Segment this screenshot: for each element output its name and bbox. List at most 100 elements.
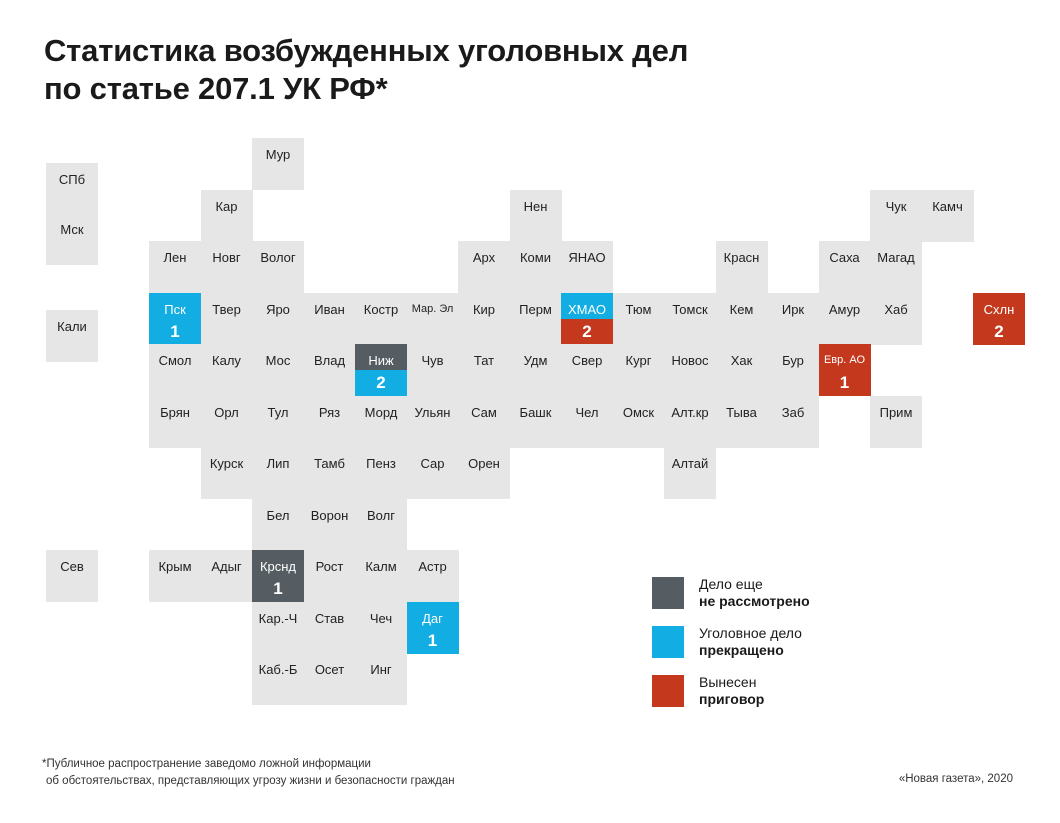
region-label: Калу xyxy=(212,353,241,368)
case-count: 1 xyxy=(170,321,180,341)
region-tile: Тат xyxy=(458,344,510,396)
region-label: Чув xyxy=(421,353,444,368)
legend-swatch xyxy=(652,675,684,707)
region-tile: Мар. Эл xyxy=(406,292,459,345)
region-label: Морд xyxy=(364,404,398,420)
region-label: Амур xyxy=(828,301,861,317)
region-tile: Чел xyxy=(561,395,613,448)
region-tile: Лип xyxy=(252,447,304,499)
case-count: 1 xyxy=(427,630,438,650)
region-label: Красн xyxy=(723,250,760,265)
region-label: Крым xyxy=(158,559,192,574)
region-tile: Кир xyxy=(458,292,510,345)
region-tile: Даг 1 xyxy=(406,601,459,654)
region-tile: Алтай xyxy=(664,447,716,499)
region-label: Магад xyxy=(877,250,915,265)
region-tile: Курск xyxy=(200,447,253,499)
region-label: Влад xyxy=(313,353,346,368)
legend-swatch xyxy=(652,577,684,609)
region-tile: Брян xyxy=(149,395,201,448)
region-tile: Пенз xyxy=(355,447,407,499)
region-tile: Кали xyxy=(46,310,98,362)
region-tile: Каб.-Б xyxy=(252,653,304,705)
region-label: Став xyxy=(314,610,345,626)
region-tile: СПб xyxy=(46,163,98,213)
legend-text: Вынесен приговор xyxy=(699,674,764,708)
region-label: Пенз xyxy=(366,456,396,471)
region-label: Инг xyxy=(370,662,392,677)
region-label: Смол xyxy=(158,353,192,368)
region-tile: Калу xyxy=(200,344,253,396)
legend-line-1: Вынесен xyxy=(699,674,757,690)
region-tile: Новос xyxy=(664,344,716,396)
region-label: ЯНАО xyxy=(568,250,606,265)
region-label: Тат xyxy=(473,353,495,368)
region-label: Сев xyxy=(60,559,84,574)
region-tile: Мур xyxy=(252,138,304,190)
region-label: Крснд xyxy=(259,559,297,574)
region-tile: Саха xyxy=(818,241,871,293)
region-tile: Чеч xyxy=(355,601,407,654)
region-label: Ниж xyxy=(368,353,394,368)
chart-title: Статистика возбужденных уголовных дел по… xyxy=(44,32,844,108)
region-tile: Тамб xyxy=(303,447,356,499)
region-tile: Астр xyxy=(406,550,459,602)
region-label: Перм xyxy=(519,301,552,317)
region-tile: Хак xyxy=(715,344,768,396)
region-tile: Ульян xyxy=(406,395,459,448)
region-label: Кург xyxy=(625,353,652,368)
region-tile: Волг xyxy=(355,498,407,551)
region-tile: Мос xyxy=(252,344,304,396)
region-label: Лен xyxy=(163,250,187,265)
footnote: *Публичное распространение заведомо ложн… xyxy=(42,756,455,790)
region-label: Башк xyxy=(519,404,552,420)
region-tile: Кар.-Ч xyxy=(252,601,304,654)
region-tile: Нен xyxy=(509,189,562,242)
region-tile: Удм xyxy=(509,344,562,396)
region-tile: Магад xyxy=(870,241,922,293)
footnote-line-2: об обстоятельствах, представляющих угроз… xyxy=(46,775,455,787)
legend-item-pending: Дело еще не рассмотрено xyxy=(652,576,892,609)
region-tile: Ряз xyxy=(303,395,356,448)
region-label: Алтай xyxy=(671,456,709,471)
region-label: Омск xyxy=(622,404,655,420)
region-tile: Яро xyxy=(252,292,304,345)
region-label: Прим xyxy=(879,404,913,420)
region-tile: Сар xyxy=(406,447,459,499)
region-tile: Орл xyxy=(200,395,253,448)
legend-item-verdict: Вынесен приговор xyxy=(652,674,892,708)
region-tile: ЯНАО xyxy=(561,241,613,293)
region-tile: Схлн 2 xyxy=(973,292,1025,345)
region-label: Кем xyxy=(729,301,754,317)
region-label: Орен xyxy=(468,456,500,471)
region-label: Астр xyxy=(418,559,447,574)
region-tile: Костр xyxy=(355,292,407,345)
region-label: Тамб xyxy=(314,456,345,471)
region-label: Саха xyxy=(829,250,860,265)
case-count: 2 xyxy=(994,321,1004,341)
footnote-line-1: *Публичное распространение заведомо ложн… xyxy=(42,758,371,770)
region-tile: Сам xyxy=(458,395,510,448)
region-label: Чук xyxy=(885,198,907,214)
title-line-1: Статистика возбужденных уголовных дел xyxy=(44,33,689,68)
region-tile: Камч xyxy=(921,189,974,242)
case-count: 2 xyxy=(582,321,592,341)
region-tile: Орен xyxy=(458,447,510,499)
region-label: Яро xyxy=(266,301,290,317)
region-tile: Свер xyxy=(561,344,613,396)
region-tile: Бел xyxy=(252,498,304,551)
region-tile: Прим xyxy=(870,395,922,448)
region-tile: Калм xyxy=(355,550,407,602)
region-label: Сар xyxy=(420,456,445,471)
region-label: Курск xyxy=(209,456,244,471)
region-tile: Ирк xyxy=(767,292,819,345)
region-label: Адыг xyxy=(211,559,242,574)
legend-line-1: Дело еще xyxy=(699,576,763,592)
region-tile: Хаб xyxy=(870,292,922,345)
region-label: Свер xyxy=(571,353,603,368)
region-tile: Новг xyxy=(200,241,253,293)
region-tile: Тюм xyxy=(612,292,665,345)
region-label: Схлн xyxy=(983,301,1015,317)
region-tile: Чук xyxy=(870,189,922,242)
